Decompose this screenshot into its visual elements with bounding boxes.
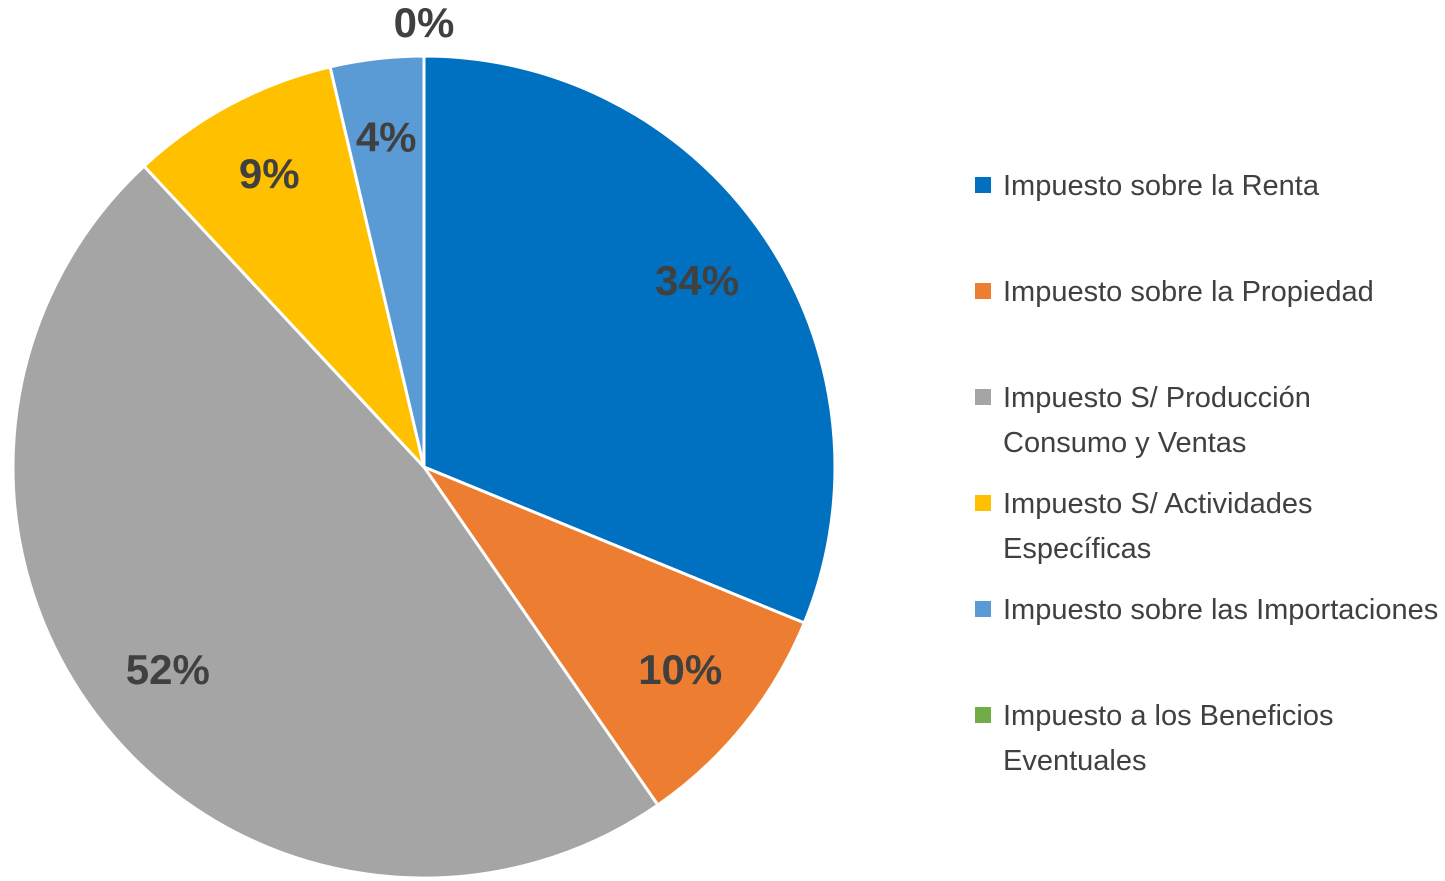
legend-label: Impuesto sobre las Importaciones <box>1003 594 1439 626</box>
pie-slice <box>141 65 427 473</box>
data-label: 0% <box>394 0 455 46</box>
data-label: 52% <box>126 646 210 693</box>
legend-swatch <box>975 707 991 723</box>
legend-label: Impuesto S/ Actividades Específicas <box>1003 488 1313 565</box>
legend-label: Impuesto sobre la Propiedad <box>1003 276 1374 308</box>
legend-swatch <box>975 283 991 299</box>
legend-item: Impuesto S/ Actividades Específicas <box>975 482 1445 572</box>
legend-swatch <box>975 389 991 405</box>
legend-item: Impuesto sobre la Propiedad <box>975 270 1445 315</box>
legend-label: Impuesto a los Beneficios Eventuales <box>1003 700 1334 777</box>
legend-item: Impuesto sobre las Importaciones <box>975 588 1445 633</box>
legend-item: Impuesto a los Beneficios Eventuales <box>975 694 1445 784</box>
data-label: 10% <box>638 646 722 693</box>
chart: 34% 10% 52% 9% 4% 0% <box>11 0 837 880</box>
legend-swatch <box>975 177 991 193</box>
legend-item: Impuesto sobre la Renta <box>975 164 1445 209</box>
pie-slice <box>422 54 837 625</box>
legend-swatch <box>975 601 991 617</box>
pie-slice <box>11 163 660 880</box>
data-label: 4% <box>356 113 417 160</box>
data-label: 34% <box>655 257 739 304</box>
legend-label: Impuesto S/ Producción Consumo y Ventas <box>1003 382 1311 459</box>
data-label: 9% <box>239 150 300 197</box>
pie-slice <box>419 463 807 808</box>
legend-swatch <box>975 495 991 511</box>
legend-item: Impuesto S/ Producción Consumo y Ventas <box>975 376 1445 466</box>
legend-label: Impuesto sobre la Renta <box>1003 170 1319 202</box>
